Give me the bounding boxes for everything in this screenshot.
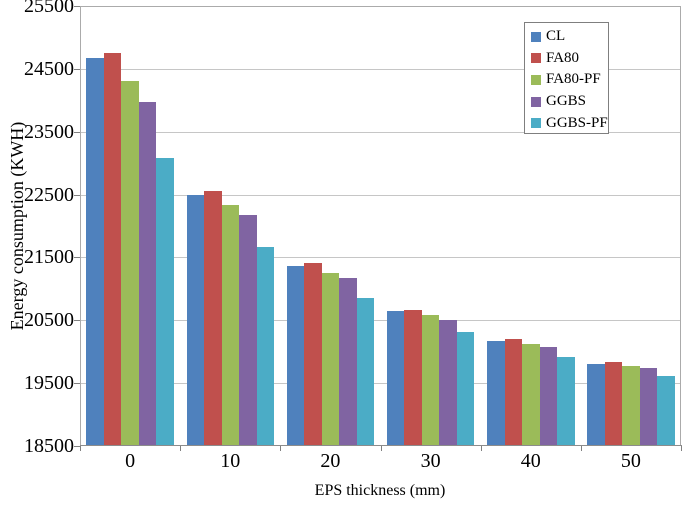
legend-label: GGBS — [546, 93, 587, 110]
legend-item: GGBS-PF — [531, 112, 608, 134]
legend-swatch — [531, 31, 541, 42]
bar — [204, 190, 222, 445]
bar — [121, 80, 139, 445]
bar — [404, 310, 422, 445]
bar — [386, 310, 405, 445]
bar — [239, 214, 257, 445]
bar — [487, 341, 505, 445]
bar — [622, 365, 640, 445]
bar — [138, 101, 157, 445]
legend-item: FA80 — [531, 48, 608, 70]
gridline — [81, 68, 680, 70]
y-axis-tick-label: 25500 — [24, 0, 74, 17]
y-axis-tick — [74, 446, 80, 447]
x-axis-tick-label: 0 — [125, 450, 136, 472]
legend-swatch — [531, 53, 541, 64]
bar — [221, 204, 239, 445]
bar — [587, 364, 605, 445]
y-axis-tick-label: 22500 — [24, 183, 74, 206]
x-axis-tick — [480, 446, 482, 451]
gridline — [81, 131, 680, 133]
bar — [456, 331, 475, 445]
legend-label: FA80-PF — [546, 71, 601, 88]
bar — [639, 368, 658, 445]
gridline — [81, 257, 680, 259]
legend-swatch — [531, 74, 541, 85]
legend-item: CL — [531, 26, 608, 48]
x-axis-tick-label: 40 — [520, 450, 541, 472]
gridline — [81, 194, 680, 196]
bar — [539, 346, 557, 445]
bar — [304, 263, 322, 445]
y-axis-tick — [74, 383, 80, 385]
bar — [103, 53, 122, 445]
y-axis-tick — [74, 257, 80, 259]
bar — [557, 357, 575, 445]
legend-swatch — [531, 118, 541, 129]
x-axis-tick — [580, 446, 582, 451]
x-axis-tick-label: 50 — [620, 450, 641, 472]
y-axis-tick-label: 23500 — [24, 120, 74, 143]
bar — [321, 272, 340, 445]
gridline — [81, 383, 680, 385]
x-axis-tick-label: 30 — [420, 450, 441, 472]
bar — [421, 314, 440, 445]
bar — [504, 339, 522, 445]
bar — [186, 194, 204, 445]
y-axis-tick — [74, 194, 80, 196]
bar — [522, 343, 540, 445]
y-axis-tick-label: 20500 — [24, 309, 74, 332]
y-axis-tick — [74, 320, 80, 322]
legend-label: GGBS-PF — [546, 114, 608, 131]
legend-swatch — [531, 96, 541, 107]
gridline — [81, 320, 680, 322]
y-axis-tick-label: 19500 — [24, 372, 74, 395]
y-axis-tick-label: 21500 — [24, 246, 74, 269]
x-axis-tick-label: 10 — [220, 450, 241, 472]
bar — [657, 375, 675, 445]
bar — [439, 319, 457, 445]
legend-label: FA80 — [546, 49, 580, 66]
bar — [356, 297, 375, 445]
x-axis-tick — [80, 446, 81, 451]
x-axis-tick — [380, 446, 382, 451]
bar — [256, 246, 274, 445]
y-axis-tick — [74, 6, 80, 7]
legend-item: FA80-PF — [531, 69, 608, 91]
bar — [156, 158, 174, 445]
bar — [286, 265, 305, 445]
y-axis-title: Energy consumption (KWH) — [7, 121, 27, 331]
x-axis-title: EPS thickness (mm) — [314, 482, 446, 499]
legend: CL FA80 FA80-PF GGBS GGBS-PF — [524, 22, 609, 134]
y-axis-tick-label: 18500 — [24, 435, 74, 457]
x-axis-tick — [180, 446, 182, 451]
legend-item: GGBS — [531, 91, 608, 113]
bar — [604, 362, 623, 445]
y-axis-tick — [74, 68, 80, 70]
x-axis-tick — [280, 446, 282, 451]
bar — [339, 278, 357, 445]
x-axis-tick — [681, 446, 682, 451]
bar — [86, 58, 104, 445]
x-axis-tick-label: 20 — [320, 450, 341, 472]
legend-label: CL — [546, 28, 566, 45]
y-axis-tick — [74, 131, 80, 133]
y-axis-tick-label: 24500 — [24, 57, 74, 80]
